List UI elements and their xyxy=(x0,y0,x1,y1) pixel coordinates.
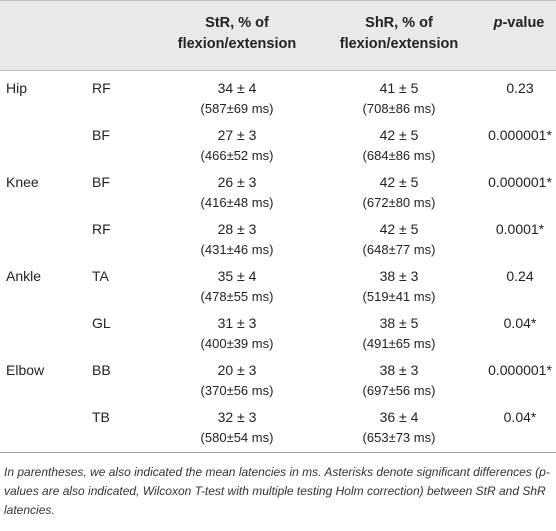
shr-value: 38 ± 5 xyxy=(379,315,419,331)
table-bottom-rule xyxy=(0,452,556,453)
shr-value: 38 ± 3 xyxy=(379,268,419,284)
str-value: 20 ± 3 xyxy=(217,362,257,378)
shr-latency: (491±65 ms) xyxy=(362,336,436,351)
shr-latency: (648±77 ms) xyxy=(362,242,436,257)
shr-latency: (672±80 ms) xyxy=(362,195,436,210)
str-value: 31 ± 3 xyxy=(217,315,257,331)
p-value: 0.0001* xyxy=(495,221,545,237)
str-value: 27 ± 3 xyxy=(217,127,257,143)
shr-latency: (697±56 ms) xyxy=(362,383,436,398)
shr-latency: (684±86 ms) xyxy=(362,148,436,163)
joint-label: Elbow xyxy=(6,362,45,378)
header-p-suffix: -value xyxy=(502,15,545,31)
joint-label: Ankle xyxy=(6,268,42,284)
shr-value: 42 ± 5 xyxy=(379,174,419,190)
str-value: 28 ± 3 xyxy=(217,221,257,237)
muscle-label: TB xyxy=(92,409,110,425)
header-str: StR, % of flexion/extension xyxy=(177,15,297,52)
p-value: 0.000001* xyxy=(488,362,552,378)
str-latency: (370±56 ms) xyxy=(200,383,274,398)
str-value: 35 ± 4 xyxy=(217,268,257,284)
muscle-label: BB xyxy=(92,362,111,378)
p-value: 0.000001* xyxy=(488,127,552,143)
str-latency: (466±52 ms) xyxy=(200,148,274,163)
str-latency: (416±48 ms) xyxy=(200,195,274,210)
shr-value: 41 ± 5 xyxy=(379,80,419,96)
shr-latency: (519±41 ms) xyxy=(362,289,436,304)
muscle-label: RF xyxy=(92,221,111,237)
table-header: StR, % of flexion/extension ShR, % of fl… xyxy=(0,0,556,71)
p-value: 0.24 xyxy=(506,268,534,284)
joint-label: Hip xyxy=(6,80,28,96)
header-shr: ShR, % of flexion/extension xyxy=(339,15,459,52)
shr-value: 42 ± 5 xyxy=(379,127,419,143)
shr-value: 38 ± 3 xyxy=(379,362,419,378)
str-value: 32 ± 3 xyxy=(217,409,257,425)
p-value: 0.04* xyxy=(503,315,537,331)
muscle-label: BF xyxy=(92,127,110,143)
table-footnote: In parentheses, we also indicated the me… xyxy=(4,465,550,517)
muscle-label: BF xyxy=(92,174,110,190)
str-latency: (478±55 ms) xyxy=(200,289,274,304)
str-latency: (587±69 ms) xyxy=(200,101,274,116)
p-value: 0.23 xyxy=(506,80,534,96)
str-latency: (431±46 ms) xyxy=(200,242,274,257)
header-p-letter: p xyxy=(493,15,503,31)
p-value: 0.04* xyxy=(503,409,537,425)
shr-latency: (653±73 ms) xyxy=(362,430,436,445)
shr-latency: (708±86 ms) xyxy=(362,101,436,116)
shr-value: 36 ± 4 xyxy=(379,409,419,425)
shr-value: 42 ± 5 xyxy=(379,221,419,237)
muscle-label: RF xyxy=(92,80,111,96)
str-value: 34 ± 4 xyxy=(217,80,257,96)
muscle-label: TA xyxy=(92,268,109,284)
muscle-label: GL xyxy=(92,315,111,331)
header-p-value: p-value xyxy=(484,13,554,34)
str-value: 26 ± 3 xyxy=(217,174,257,190)
str-latency: (400±39 ms) xyxy=(200,336,274,351)
p-value: 0.000001* xyxy=(488,174,552,190)
str-latency: (580±54 ms) xyxy=(200,430,274,445)
joint-label: Knee xyxy=(6,174,39,190)
